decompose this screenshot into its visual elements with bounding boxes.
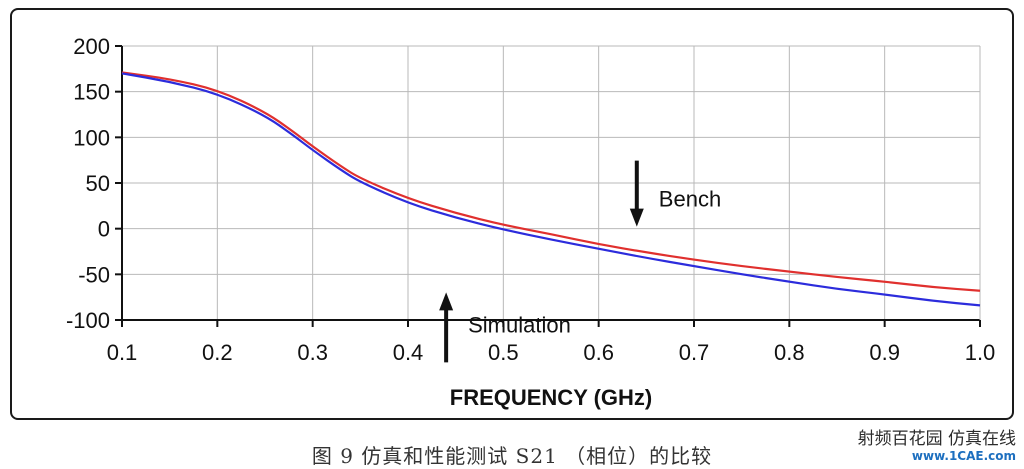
watermark: 射频百花园 仿真在线 www.1CAE.com — [858, 424, 1016, 463]
y-tick-label: 150 — [73, 80, 110, 105]
x-tick-label: 0.4 — [393, 340, 424, 365]
x-axis-title: FREQUENCY (GHz) — [450, 385, 653, 410]
y-tick-label: 50 — [86, 171, 110, 196]
chart-frame: 200 150 100 50 0 -50 -100 0.1 0.2 0.3 0.4 0.5 0.6 0.… — [10, 8, 1014, 420]
x-tick-label: 0.6 — [583, 340, 614, 365]
simulation-arrow-head — [439, 292, 454, 311]
y-tick-label: 100 — [73, 125, 110, 150]
y-tick-label: 0 — [98, 217, 110, 242]
bench-label: Bench — [659, 187, 721, 212]
x-tick-label: 0.2 — [202, 340, 233, 365]
figure-caption: 图 9 仿真和性能测试 S21 （相位）的比较 — [311, 444, 713, 468]
simulation-label: Simulation — [468, 312, 571, 337]
series-lines — [121, 71, 981, 307]
y-tick-label: -50 — [78, 262, 110, 287]
x-tick-label: 0.5 — [488, 340, 519, 365]
y-tick-label: 200 — [73, 34, 110, 59]
bench-arrow-head — [629, 208, 644, 227]
x-tick-labels: 0.1 0.2 0.3 0.4 0.5 0.6 0.7 0.8 0.9 1.0 — [107, 340, 996, 365]
watermark-url: www.1CAE.com — [911, 449, 1016, 463]
x-tick-label: 0.9 — [869, 340, 900, 365]
x-tick-label: 0.1 — [107, 340, 138, 365]
x-tick-label: 1.0 — [965, 340, 996, 365]
series-line-bench — [121, 71, 981, 292]
annotations: Bench Simulation — [439, 160, 721, 363]
series-line-simulation — [121, 72, 981, 307]
axes — [115, 45, 981, 327]
x-tick-label: 0.8 — [774, 340, 805, 365]
y-tick-label: -100 — [66, 308, 110, 333]
x-tick-label: 0.3 — [297, 340, 328, 365]
watermark-title: 射频百花园 仿真在线 — [857, 429, 1016, 449]
y-tick-labels: 200 150 100 50 0 -50 -100 — [66, 34, 110, 333]
x-tick-label: 0.7 — [679, 340, 710, 365]
